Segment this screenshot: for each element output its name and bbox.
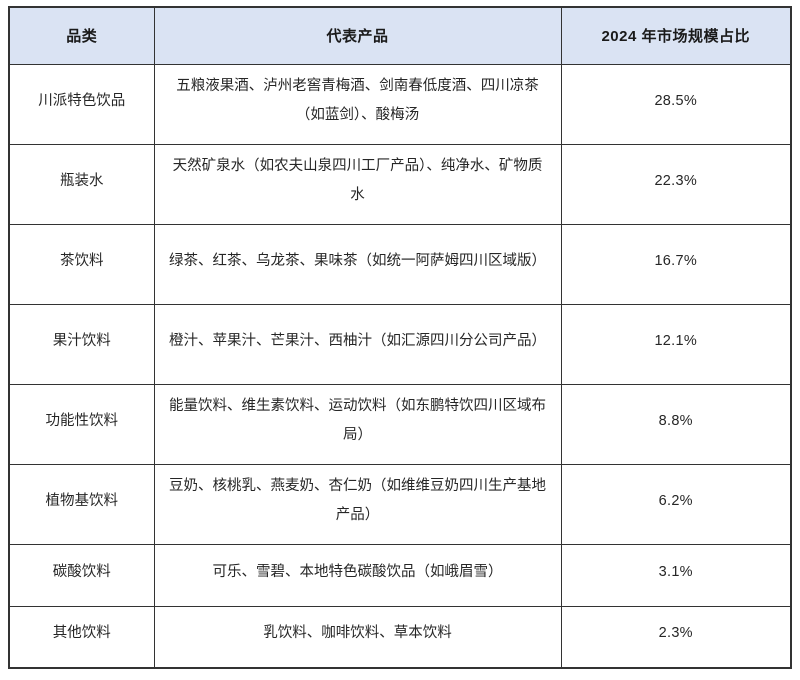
table-row: 果汁饮料 橙汁、苹果汁、芒果汁、西柚汁（如汇源四川分公司产品） 12.1% xyxy=(8,303,792,385)
table-row: 其他饮料 乳饮料、咖啡饮料、草本饮料 2.3% xyxy=(8,605,792,669)
table-row: 瓶装水 天然矿泉水（如农夫山泉四川工厂产品）、纯净水、矿物质水 22.3% xyxy=(8,143,792,225)
share-cell: 6.2% xyxy=(560,463,792,545)
category-cell: 植物基饮料 xyxy=(8,463,155,545)
share-cell: 12.1% xyxy=(560,303,792,385)
header-share: 2024 年市场规模占比 xyxy=(560,6,792,65)
products-cell: 豆奶、核桃乳、燕麦奶、杏仁奶（如维维豆奶四川生产基地产品） xyxy=(153,463,562,545)
products-cell: 乳饮料、咖啡饮料、草本饮料 xyxy=(153,605,562,669)
header-category: 品类 xyxy=(8,6,155,65)
products-cell: 能量饮料、维生素饮料、运动饮料（如东鹏特饮四川区域布局） xyxy=(153,383,562,465)
products-cell: 天然矿泉水（如农夫山泉四川工厂产品）、纯净水、矿物质水 xyxy=(153,143,562,225)
table-row: 功能性饮料 能量饮料、维生素饮料、运动饮料（如东鹏特饮四川区域布局） 8.8% xyxy=(8,383,792,465)
products-cell: 五粮液果酒、泸州老窖青梅酒、剑南春低度酒、四川凉茶（如蓝剑）、酸梅汤 xyxy=(153,63,562,145)
share-cell: 16.7% xyxy=(560,223,792,305)
category-cell: 其他饮料 xyxy=(8,605,155,669)
market-share-table: 品类 代表产品 2024 年市场规模占比 川派特色饮品 五粮液果酒、泸州老窖青梅… xyxy=(8,6,792,669)
table-header: 品类 代表产品 2024 年市场规模占比 xyxy=(8,6,792,65)
table-body: 川派特色饮品 五粮液果酒、泸州老窖青梅酒、剑南春低度酒、四川凉茶（如蓝剑）、酸梅… xyxy=(8,63,792,669)
share-cell: 22.3% xyxy=(560,143,792,225)
share-cell: 2.3% xyxy=(560,605,792,669)
products-cell: 可乐、雪碧、本地特色碳酸饮品（如峨眉雪） xyxy=(153,543,562,607)
table-row: 茶饮料 绿茶、红茶、乌龙茶、果味茶（如统一阿萨姆四川区域版） 16.7% xyxy=(8,223,792,305)
table-row: 植物基饮料 豆奶、核桃乳、燕麦奶、杏仁奶（如维维豆奶四川生产基地产品） 6.2% xyxy=(8,463,792,545)
products-cell: 橙汁、苹果汁、芒果汁、西柚汁（如汇源四川分公司产品） xyxy=(153,303,562,385)
products-cell: 绿茶、红茶、乌龙茶、果味茶（如统一阿萨姆四川区域版） xyxy=(153,223,562,305)
header-row: 品类 代表产品 2024 年市场规模占比 xyxy=(8,6,792,65)
share-cell: 28.5% xyxy=(560,63,792,145)
category-cell: 果汁饮料 xyxy=(8,303,155,385)
share-cell: 3.1% xyxy=(560,543,792,607)
category-cell: 碳酸饮料 xyxy=(8,543,155,607)
category-cell: 功能性饮料 xyxy=(8,383,155,465)
category-cell: 茶饮料 xyxy=(8,223,155,305)
category-cell: 瓶装水 xyxy=(8,143,155,225)
header-products: 代表产品 xyxy=(153,6,562,65)
table-row: 川派特色饮品 五粮液果酒、泸州老窖青梅酒、剑南春低度酒、四川凉茶（如蓝剑）、酸梅… xyxy=(8,63,792,145)
share-cell: 8.8% xyxy=(560,383,792,465)
table-row: 碳酸饮料 可乐、雪碧、本地特色碳酸饮品（如峨眉雪） 3.1% xyxy=(8,543,792,607)
category-cell: 川派特色饮品 xyxy=(8,63,155,145)
